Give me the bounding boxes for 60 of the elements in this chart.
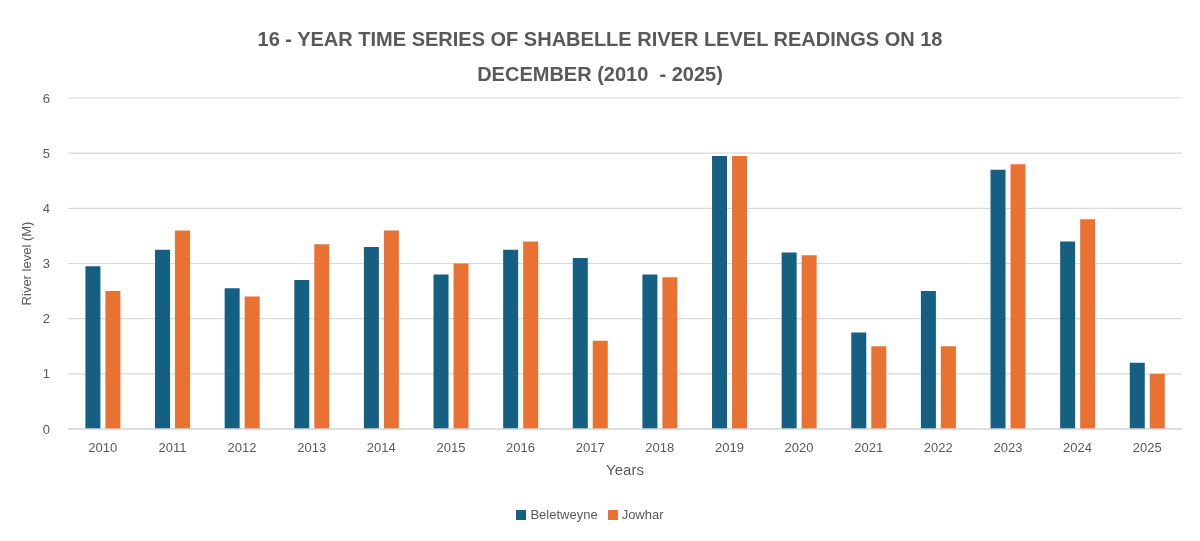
y-axis-title: River level (M) bbox=[18, 221, 34, 306]
y-tick-label: 6 bbox=[42, 90, 50, 106]
bar bbox=[85, 266, 101, 429]
x-tick-label: 2013 bbox=[297, 440, 327, 456]
x-tick-label: 2022 bbox=[923, 440, 953, 456]
bar bbox=[592, 340, 608, 429]
y-tick-label: 3 bbox=[42, 256, 50, 272]
x-tick-label: 2017 bbox=[575, 440, 605, 456]
bar bbox=[224, 288, 240, 429]
bar bbox=[1080, 219, 1096, 429]
x-tick-label: 2025 bbox=[1132, 440, 1162, 456]
bar bbox=[1129, 362, 1145, 429]
x-axis-title: Years bbox=[606, 461, 644, 478]
x-tick-label: 2021 bbox=[854, 440, 884, 456]
bar bbox=[453, 263, 469, 429]
bar bbox=[1060, 241, 1076, 429]
bar bbox=[363, 246, 379, 429]
bar bbox=[662, 277, 678, 429]
y-tick-label: 4 bbox=[42, 200, 50, 216]
y-tick-label: 1 bbox=[42, 366, 50, 382]
x-tick-label: 2023 bbox=[993, 440, 1023, 456]
bar bbox=[851, 332, 867, 429]
bar bbox=[433, 274, 449, 429]
legend-label: Jowhar bbox=[621, 507, 664, 522]
x-tick-label: 2016 bbox=[506, 440, 536, 456]
bar bbox=[781, 252, 797, 429]
y-tick-label: 5 bbox=[42, 145, 50, 161]
bar bbox=[1149, 373, 1165, 429]
bar bbox=[1010, 164, 1026, 429]
legend-label: Beletweyne bbox=[530, 507, 598, 522]
bar bbox=[801, 255, 817, 429]
bar bbox=[175, 230, 191, 429]
bar bbox=[244, 296, 260, 429]
x-tick-label: 2024 bbox=[1063, 440, 1093, 456]
bar bbox=[732, 155, 748, 429]
x-tick-label: 2019 bbox=[714, 440, 744, 456]
chart-title: 16 - YEAR TIME SERIES OF SHABELLE RIVER LEVEL READINGS ON 18 DECEMBER (2010 - 2025) bbox=[256, 27, 944, 87]
bar bbox=[383, 230, 399, 429]
bar bbox=[572, 257, 588, 429]
bar bbox=[294, 280, 310, 429]
bar bbox=[503, 249, 519, 429]
x-tick-label: 2012 bbox=[227, 440, 257, 456]
x-tick-label: 2014 bbox=[366, 440, 396, 456]
x-tick-label: 2011 bbox=[158, 440, 187, 456]
bar bbox=[940, 346, 956, 429]
x-tick-label: 2010 bbox=[88, 440, 118, 456]
bar bbox=[642, 274, 658, 429]
bar bbox=[314, 244, 330, 429]
bar bbox=[523, 241, 539, 429]
y-tick-label: 2 bbox=[42, 311, 50, 327]
bar bbox=[155, 249, 171, 429]
bar bbox=[920, 291, 936, 429]
x-tick-label: 2020 bbox=[784, 440, 814, 456]
y-tick-label: 0 bbox=[42, 421, 50, 437]
bar bbox=[990, 169, 1006, 429]
x-tick-label: 2015 bbox=[436, 440, 466, 456]
bar bbox=[105, 291, 121, 429]
bar bbox=[871, 346, 887, 429]
bar bbox=[712, 155, 728, 429]
x-tick-label: 2018 bbox=[645, 440, 675, 456]
